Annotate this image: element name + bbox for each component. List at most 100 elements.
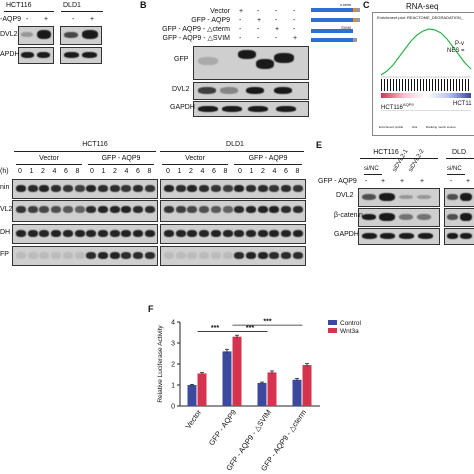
band — [144, 252, 155, 259]
sign: - — [365, 178, 368, 185]
band — [399, 233, 414, 239]
band — [292, 206, 303, 213]
sign: - — [275, 35, 278, 42]
y-tick-label: 0 — [171, 404, 175, 411]
timepoint-label: 6 — [64, 168, 68, 175]
band — [281, 230, 291, 237]
band — [133, 252, 143, 259]
divider — [447, 174, 465, 175]
band — [222, 230, 233, 237]
band — [39, 230, 50, 237]
sign: + — [44, 16, 49, 23]
band — [257, 185, 268, 192]
schematic-label: SVIM — [341, 25, 351, 30]
band — [460, 193, 472, 201]
western-blot-gfp — [193, 46, 309, 80]
domain-bar — [353, 18, 356, 22]
timepoint-label: 8 — [147, 168, 152, 175]
legend: Enrichment profile Hits Ranking metric s… — [379, 125, 456, 129]
band — [51, 206, 62, 213]
band — [62, 206, 73, 213]
sirna-label: si/NC — [447, 166, 462, 172]
band — [27, 206, 38, 213]
sign: - — [72, 16, 75, 23]
western-blot — [60, 26, 102, 45]
timepoint-label: 2 — [113, 168, 117, 175]
divider — [234, 164, 302, 165]
band — [109, 252, 120, 259]
legend-label: Control — [340, 320, 362, 327]
timepoint-label: 4 — [272, 168, 277, 175]
band — [74, 252, 85, 259]
band — [16, 206, 26, 213]
gsea-curve — [380, 28, 472, 78]
band — [74, 230, 85, 237]
band — [269, 206, 280, 213]
timepoint-label: 2 — [189, 168, 193, 175]
panel-letter: E — [316, 140, 323, 150]
band — [222, 106, 242, 112]
band — [447, 194, 458, 200]
domain-bar — [356, 18, 360, 22]
divider — [364, 174, 382, 175]
band — [21, 32, 33, 37]
band — [175, 230, 186, 237]
band — [199, 185, 210, 192]
divider — [88, 164, 154, 165]
sign: - — [257, 26, 260, 33]
band — [109, 206, 120, 213]
condition-label: GFP - AQP9 - △SVIM — [162, 35, 231, 42]
band — [399, 195, 413, 199]
band — [210, 230, 221, 237]
panel-letter: C — [363, 0, 370, 10]
band — [133, 230, 143, 237]
band — [16, 185, 26, 192]
sign: - — [275, 8, 278, 15]
domain-bar — [353, 8, 356, 12]
band — [257, 230, 268, 237]
band — [380, 233, 395, 239]
band — [39, 206, 50, 213]
western-blot — [444, 188, 474, 207]
band — [234, 252, 245, 259]
band — [256, 59, 274, 69]
band — [222, 185, 233, 192]
condition-label: Vector — [210, 8, 230, 15]
timepoint-label: 8 — [295, 168, 300, 175]
band — [37, 30, 51, 39]
band — [245, 230, 256, 237]
band — [198, 106, 218, 112]
band — [64, 32, 78, 38]
band — [175, 252, 186, 259]
y-tick-label: 1 — [171, 383, 175, 390]
condition-label: GFP - AQP9 — [191, 17, 230, 24]
band — [109, 185, 120, 192]
band — [222, 252, 233, 259]
protein-bar — [311, 18, 353, 22]
band — [292, 230, 303, 237]
row-label: DH — [0, 229, 11, 236]
sign: - — [257, 8, 260, 15]
band — [37, 52, 50, 58]
row-label: DVL2 — [0, 31, 18, 38]
western-blot — [358, 208, 440, 227]
legend-swatch — [328, 320, 337, 325]
band — [257, 206, 268, 213]
timepoint-label: 8 — [223, 168, 228, 175]
group-right-label: HCT11 — [453, 101, 472, 107]
western-blot — [12, 179, 158, 199]
timepoint-label: 6 — [136, 168, 140, 175]
sign: - — [293, 8, 296, 15]
sign: + — [466, 178, 471, 185]
band — [74, 206, 85, 213]
row-label: APDH — [0, 51, 20, 58]
timepoint-label: 1 — [29, 168, 34, 175]
band — [62, 252, 73, 259]
band — [417, 195, 431, 199]
western-blot — [160, 224, 306, 244]
western-blot — [358, 228, 440, 245]
group-label: Vector — [185, 155, 205, 162]
band — [62, 230, 73, 237]
western-blot — [60, 47, 102, 64]
